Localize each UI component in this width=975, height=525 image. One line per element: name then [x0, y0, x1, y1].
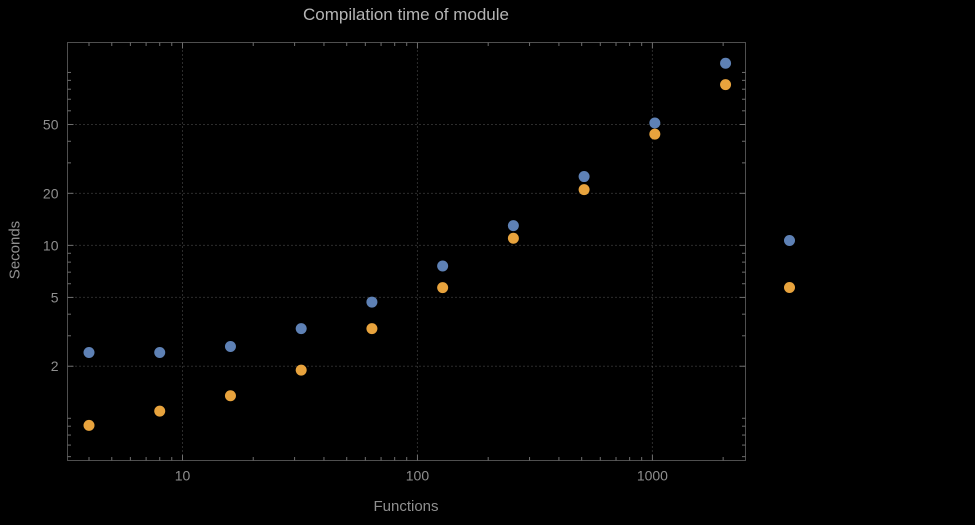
y-tick-label: 20: [43, 185, 59, 201]
data-point: [578, 184, 590, 196]
data-point: [154, 405, 166, 417]
y-tick-label: 5: [51, 289, 59, 305]
legend-marker-2: [784, 282, 795, 293]
data-point: [83, 347, 95, 359]
data-point: [366, 296, 378, 308]
data-point: [507, 220, 519, 232]
data-point: [507, 232, 519, 244]
x-tick-label: 100: [406, 468, 430, 484]
gridlines: [67, 42, 746, 461]
chart-title: Compilation time of module: [303, 5, 509, 24]
x-tick-label: 10: [175, 468, 191, 484]
data-point: [154, 347, 166, 359]
data-point: [720, 79, 732, 91]
y-tick-label: 50: [43, 117, 59, 133]
legend-marker-1: [784, 235, 795, 246]
data-point: [83, 419, 95, 431]
y-axis-label: Seconds: [6, 220, 24, 280]
data-point: [649, 128, 661, 140]
x-axis-label: Functions: [373, 498, 439, 515]
y-tick-label: 2: [51, 358, 59, 374]
data-point: [649, 117, 661, 129]
data-point: [437, 282, 449, 294]
y-tick-label: 10: [43, 237, 59, 253]
data-point: [437, 260, 449, 272]
data-point: [224, 390, 236, 402]
legend: [784, 235, 795, 293]
tick-labels: 10 100 1000 2 5 10 20 50: [43, 117, 668, 484]
data-point: [295, 323, 307, 335]
tick-marks: [67, 42, 746, 461]
plot-frame: [67, 42, 746, 461]
data-point: [366, 323, 378, 335]
series-1: [83, 57, 732, 359]
data-point: [224, 341, 236, 353]
x-tick-label: 1000: [637, 468, 668, 484]
data-point: [578, 171, 590, 183]
series-2: [83, 79, 732, 431]
data-point: [295, 364, 307, 376]
data-point: [720, 57, 732, 69]
